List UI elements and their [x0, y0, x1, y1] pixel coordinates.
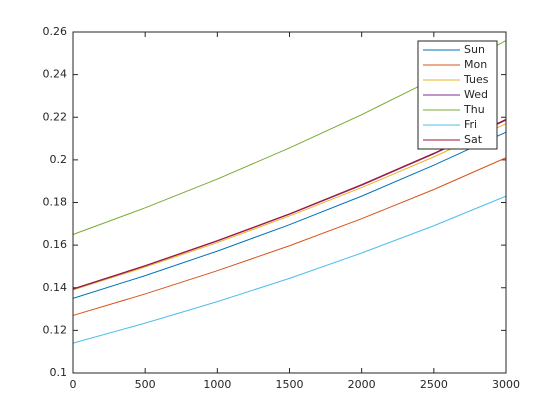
y-tick-label: 0.1	[50, 366, 68, 379]
y-tick-label: 0.16	[43, 238, 68, 251]
x-tick-label: 3000	[492, 378, 520, 391]
legend-label: Fri	[464, 118, 477, 131]
y-tick-label: 0.22	[43, 110, 68, 123]
x-tick-label: 0	[70, 378, 77, 391]
y-tick-label: 0.14	[43, 281, 68, 294]
y-tick-label: 0.12	[43, 323, 68, 336]
legend-label: Sat	[464, 133, 483, 146]
x-tick-label: 1500	[276, 378, 304, 391]
legend: Sun Mon Tues Wed Thu Fri Sat	[417, 40, 498, 150]
y-tick-label: 0.2	[50, 153, 68, 166]
y-tick-label: 0.18	[43, 196, 68, 209]
axes-box	[72, 31, 507, 374]
series-line	[72, 118, 507, 290]
legend-label: Thu	[463, 103, 485, 116]
legend-label: Tues	[463, 73, 489, 86]
legend-label: Wed	[464, 88, 488, 101]
legend-label: Sun	[464, 43, 485, 56]
x-tick-label: 2500	[420, 378, 448, 391]
series-line	[72, 131, 507, 299]
series-line	[72, 123, 507, 291]
series-line	[72, 157, 507, 316]
y-tick-label: 0.26	[43, 25, 68, 38]
y-tick-label: 0.24	[43, 68, 68, 81]
x-tick-label: 1000	[203, 378, 231, 391]
legend-label: Mon	[464, 58, 487, 71]
series-line	[72, 195, 507, 344]
x-tick-label: 2000	[348, 378, 376, 391]
x-tick-label: 500	[135, 378, 156, 391]
